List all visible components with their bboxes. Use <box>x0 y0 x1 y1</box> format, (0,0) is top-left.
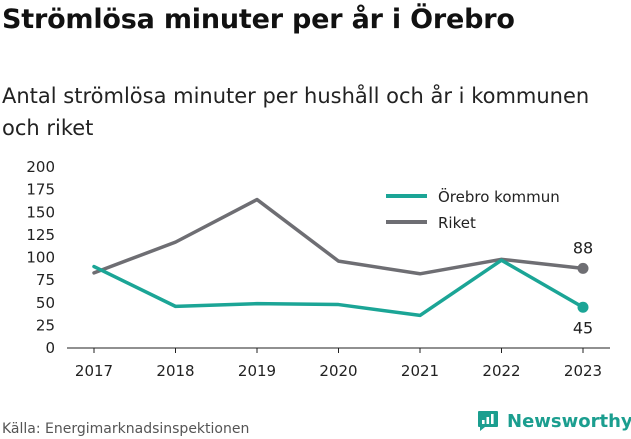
y-tick-label: 125 <box>26 226 55 244</box>
x-tick-label: 2018 <box>156 362 194 380</box>
end-label-orebro: 45 <box>573 318 593 337</box>
x-tick-label: 2019 <box>238 362 276 380</box>
y-tick-label: 100 <box>26 249 55 267</box>
legend-label-riket: Riket <box>438 214 476 232</box>
brand-name: Newsworthy <box>507 410 631 432</box>
y-tick-label: 50 <box>36 294 55 312</box>
series-line-orebro <box>92 258 585 318</box>
y-tick-label: 25 <box>36 316 55 334</box>
chart-subtitle: Antal strömlösa minuter per hushåll och … <box>2 84 590 140</box>
x-tick-label: 2022 <box>482 362 520 380</box>
line-chart: 0 25 50 75 100 125 150 175 200 2017 2018 2019 2020 20… <box>26 158 610 380</box>
y-tick-label: 0 <box>45 339 55 357</box>
x-tick-label: 2023 <box>564 362 602 380</box>
x-tick-label: 2021 <box>401 362 439 380</box>
end-point-orebro <box>577 301 589 313</box>
chart-title: Strömlösa minuter per år i Örebro <box>2 4 515 35</box>
y-tick-label: 175 <box>26 181 55 199</box>
end-label-riket: 88 <box>573 238 593 257</box>
source-note: Källa: Energimarknadsinspektionen <box>2 421 250 437</box>
y-tick-label: 150 <box>26 203 55 221</box>
newsworthy-icon <box>478 411 498 431</box>
y-tick-label: 75 <box>36 271 55 289</box>
x-tick-label: 2017 <box>75 362 113 380</box>
newsworthy-logo[interactable]: Newsworthy <box>476 409 631 433</box>
x-tick-label: 2020 <box>319 362 357 380</box>
y-tick-label: 200 <box>26 158 55 176</box>
end-point-riket <box>577 262 589 274</box>
legend-label-orebro: Örebro kommun <box>438 187 560 206</box>
legend-background <box>380 180 606 238</box>
chart-legend: Örebro kommun Riket <box>380 180 606 238</box>
